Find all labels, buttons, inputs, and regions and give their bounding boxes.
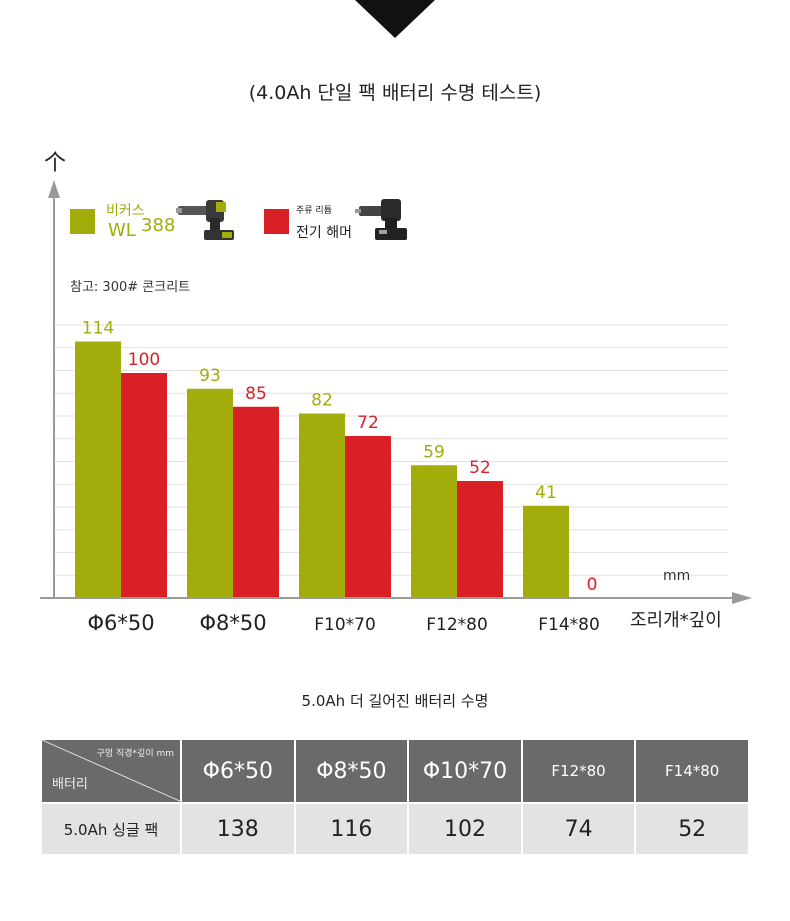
chart-title: (4.0Ah 단일 팩 배터리 수명 테스트)	[248, 82, 542, 104]
legend-a-model-number: 388	[139, 215, 178, 236]
bars	[75, 341, 569, 598]
value-label: 82	[311, 391, 333, 411]
value-labels: 114 100 93 85 82 72 59 52 41 0	[82, 319, 598, 596]
drill-icon-black	[355, 199, 407, 240]
value-label: 0	[587, 575, 598, 595]
bar	[411, 465, 457, 598]
table-header-cell: F12*80	[520, 738, 637, 804]
corner-diagonal	[42, 740, 182, 802]
x-axis-arrowhead	[732, 592, 752, 604]
value-label: 85	[245, 384, 267, 404]
bar	[187, 388, 233, 598]
y-axis-label: 个	[44, 151, 66, 176]
table-corner-cell: 구멍 직경*깊이 mm 배터리	[40, 738, 182, 804]
value-label: 72	[357, 413, 379, 433]
legend-b-line2: 전기 해머	[296, 225, 352, 241]
legend-a-brand: 비커스	[106, 203, 145, 219]
legend-b-line1: 주류 리튬	[296, 206, 332, 216]
table-header-cell: Φ8*50	[293, 738, 410, 804]
value-label: 93	[199, 366, 221, 386]
bar	[345, 436, 391, 598]
bar	[457, 481, 503, 598]
x-tick-label: Φ6*50	[87, 611, 154, 635]
top-arrow-indicator	[355, 0, 435, 38]
bar	[75, 341, 121, 598]
x-tick-label: Φ8*50	[199, 611, 266, 635]
table-cell: 138	[180, 802, 296, 856]
chart-note: 참고: 300# 콘크리트	[70, 280, 191, 295]
legend-swatch-green	[70, 209, 95, 234]
table-row-label: 5.0Ah 싱글 팩	[40, 802, 182, 856]
table-row: 5.0Ah 싱글 팩 138 116 102 74 52	[40, 802, 750, 856]
x-tick-labels: Φ6*50 Φ8*50 F10*70 F12*80 F14*80	[87, 611, 599, 635]
table-header-cell: Φ10*70	[407, 738, 523, 804]
bar	[121, 373, 167, 598]
table-header-cell: F14*80	[634, 738, 750, 804]
value-label: 52	[469, 458, 491, 478]
value-label: 59	[423, 442, 445, 462]
table-title: 5.0Ah 더 길어진 배터리 수명	[301, 692, 489, 710]
x-tick-label: F10*70	[314, 615, 376, 635]
table-cell: 102	[407, 802, 523, 856]
legend-a-model-prefix: WL	[108, 220, 136, 241]
x-tick-label: F12*80	[426, 615, 488, 635]
table-cell: 116	[293, 802, 410, 856]
value-label: 41	[535, 483, 557, 503]
table-header-row: 구멍 직경*깊이 mm 배터리 Φ6*50 Φ8*50 Φ10*70 F12*8…	[40, 738, 750, 804]
unit-label: mm	[663, 568, 690, 584]
table-cell: 74	[520, 802, 637, 856]
battery-life-table: 구멍 직경*깊이 mm 배터리 Φ6*50 Φ8*50 Φ10*70 F12*8…	[40, 738, 750, 856]
corner-top-label: 구멍 직경*깊이 mm	[96, 749, 174, 759]
bar	[523, 505, 569, 598]
value-label: 114	[82, 319, 114, 339]
drill-icon-green	[176, 200, 234, 240]
x-axis-label: 조리개*깊이	[630, 610, 722, 631]
value-label: 100	[128, 350, 160, 370]
legend-swatch-red	[264, 209, 289, 234]
table-header-cell: Φ6*50	[180, 738, 296, 804]
bar	[233, 406, 279, 598]
bar	[299, 413, 345, 598]
x-tick-label: F14*80	[538, 615, 600, 635]
table-cell: 52	[634, 802, 750, 856]
y-axis-arrowhead	[48, 180, 60, 198]
corner-bottom-label: 배터리	[52, 777, 88, 792]
